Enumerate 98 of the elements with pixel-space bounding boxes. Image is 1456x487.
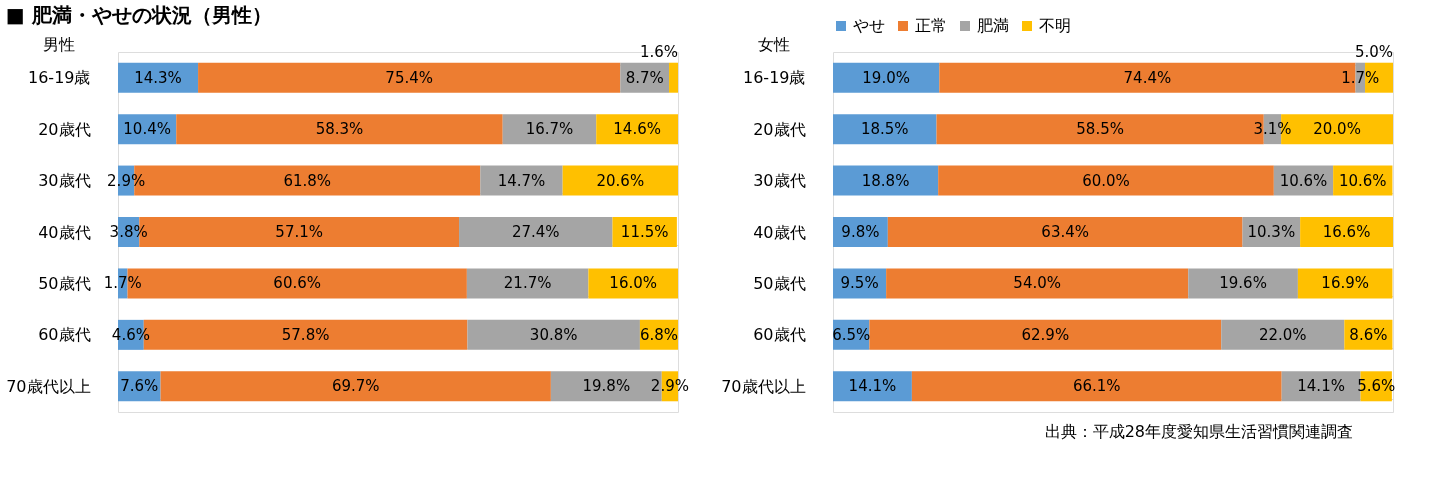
data-label: 2.9% bbox=[107, 171, 146, 190]
data-label: 9.5% bbox=[840, 274, 879, 293]
y-tick-label: 16-19歳 bbox=[743, 68, 806, 88]
bar bbox=[160, 371, 551, 402]
data-label: 10.3% bbox=[1247, 223, 1296, 241]
bar bbox=[176, 114, 503, 145]
y-tick-label: 70歳代以上 bbox=[721, 376, 806, 396]
bar bbox=[502, 114, 597, 145]
bar bbox=[1188, 268, 1298, 299]
data-label: 58.3% bbox=[315, 120, 364, 139]
bar bbox=[596, 114, 678, 145]
legend-label: 不明 bbox=[1039, 16, 1071, 35]
data-label: 14.7% bbox=[497, 171, 546, 190]
data-label: 11.5% bbox=[620, 223, 669, 241]
data-label: 14.6% bbox=[613, 120, 661, 139]
data-label: 27.4% bbox=[511, 223, 560, 241]
data-label: 30.8% bbox=[529, 325, 578, 344]
data-label: 5.0% bbox=[1354, 42, 1393, 61]
bar bbox=[869, 319, 1222, 350]
bar bbox=[887, 217, 1243, 247]
data-label: 19.6% bbox=[1219, 274, 1267, 293]
bar bbox=[833, 62, 940, 93]
data-label: 63.4% bbox=[1041, 223, 1089, 241]
bar bbox=[1300, 217, 1393, 247]
data-label: 14.1% bbox=[1297, 377, 1345, 396]
data-label: 14.1% bbox=[848, 377, 897, 396]
bar bbox=[833, 114, 937, 145]
data-label: 69.7% bbox=[331, 377, 380, 396]
data-label: 3.1% bbox=[1253, 120, 1292, 139]
legend-label: 正常 bbox=[915, 16, 947, 35]
data-label: 54.0% bbox=[1013, 274, 1062, 293]
y-tick-label: 60歳代 bbox=[753, 325, 806, 345]
data-label: 19.0% bbox=[862, 68, 910, 87]
chart-title: ■ 肥満・やせの状況（男性） bbox=[5, 3, 272, 27]
data-label: 8.6% bbox=[1349, 325, 1388, 344]
data-label: 1.6% bbox=[639, 42, 678, 61]
bar bbox=[480, 165, 563, 196]
data-label: 74.4% bbox=[1123, 68, 1172, 87]
bar bbox=[669, 62, 678, 93]
bar bbox=[833, 165, 939, 196]
data-label: 8.7% bbox=[625, 68, 664, 87]
bar bbox=[938, 165, 1274, 196]
data-label: 10.6% bbox=[1279, 171, 1328, 190]
data-label: 21.7% bbox=[503, 274, 552, 293]
data-label: 22.0% bbox=[1258, 325, 1307, 344]
y-tick-label: 60歳代 bbox=[38, 325, 91, 345]
y-tick-label: 40歳代 bbox=[38, 222, 91, 242]
data-label: 20.6% bbox=[596, 171, 645, 190]
data-label: 7.6% bbox=[120, 377, 159, 396]
data-label: 10.4% bbox=[123, 120, 171, 139]
y-tick-label: 30歳代 bbox=[753, 171, 806, 191]
data-label: 58.5% bbox=[1076, 120, 1124, 139]
y-tick-label: 70歳代以上 bbox=[6, 376, 91, 396]
bar bbox=[459, 217, 613, 247]
y-tick-label: 20歳代 bbox=[38, 119, 91, 139]
bar bbox=[588, 268, 678, 299]
bar bbox=[467, 319, 640, 350]
bar bbox=[118, 62, 199, 93]
y-tick-label: 40歳代 bbox=[753, 222, 806, 242]
bar bbox=[911, 371, 1282, 402]
data-label: 60.0% bbox=[1082, 171, 1130, 190]
bar bbox=[198, 62, 621, 93]
data-label: 6.8% bbox=[639, 325, 679, 344]
data-label: 1.7% bbox=[1341, 68, 1380, 87]
bar bbox=[886, 268, 1189, 299]
bar bbox=[1297, 268, 1393, 299]
data-label: 14.3% bbox=[134, 68, 182, 87]
data-label: 16.7% bbox=[525, 120, 574, 139]
y-tick-label: 20歳代 bbox=[753, 119, 806, 139]
data-label: 60.6% bbox=[273, 274, 322, 293]
data-label: 16.0% bbox=[609, 274, 658, 293]
y-axis-title: 女性 bbox=[757, 34, 790, 54]
legend-label: やせ bbox=[853, 16, 885, 35]
data-label: 66.1% bbox=[1072, 377, 1121, 396]
data-label: 16.6% bbox=[1322, 223, 1371, 241]
data-label: 18.5% bbox=[860, 120, 909, 139]
y-tick-label: 30歳代 bbox=[38, 171, 91, 191]
data-label: 18.8% bbox=[861, 171, 910, 190]
data-label: 61.8% bbox=[283, 171, 332, 190]
data-label: 16.9% bbox=[1321, 274, 1369, 293]
y-tick-label: 50歳代 bbox=[38, 273, 91, 293]
source-note: 出典：平成28年度愛知県生活習慣関連調査 bbox=[1044, 422, 1353, 441]
y-tick-label: 50歳代 bbox=[753, 273, 806, 293]
bar bbox=[466, 268, 589, 299]
data-label: 57.1% bbox=[275, 223, 323, 241]
legend-label: 肥満 bbox=[977, 16, 1009, 35]
data-label: 9.8% bbox=[841, 223, 880, 241]
data-label: 10.6% bbox=[1338, 171, 1387, 190]
data-label: 1.7% bbox=[103, 274, 142, 293]
y-tick-label: 16-19歳 bbox=[28, 68, 91, 88]
data-label: 19.8% bbox=[582, 377, 631, 396]
data-label: 62.9% bbox=[1021, 325, 1070, 344]
data-label: 20.0% bbox=[1313, 120, 1361, 139]
bar bbox=[1221, 319, 1345, 350]
y-axis-title: 男性 bbox=[42, 34, 75, 54]
data-label: 75.4% bbox=[385, 68, 434, 87]
data-label: 57.8% bbox=[281, 325, 330, 344]
bar bbox=[562, 165, 678, 196]
